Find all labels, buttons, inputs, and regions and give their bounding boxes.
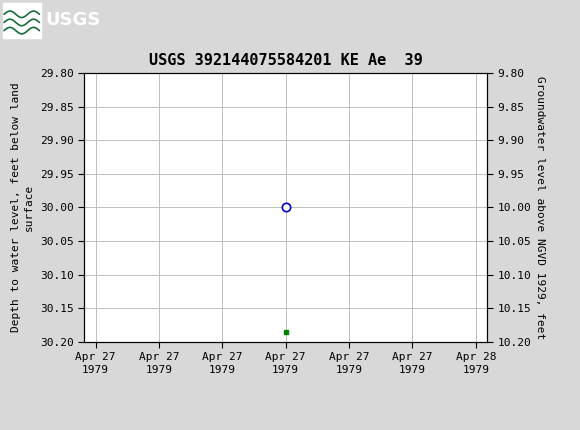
FancyBboxPatch shape bbox=[3, 3, 41, 37]
Y-axis label: Groundwater level above NGVD 1929, feet: Groundwater level above NGVD 1929, feet bbox=[535, 76, 545, 339]
Text: USGS: USGS bbox=[45, 12, 100, 29]
Y-axis label: Depth to water level, feet below land
surface: Depth to water level, feet below land su… bbox=[11, 83, 34, 332]
Title: USGS 392144075584201 KE Ae  39: USGS 392144075584201 KE Ae 39 bbox=[149, 53, 422, 68]
Legend: Period of approved data: Period of approved data bbox=[177, 425, 394, 430]
